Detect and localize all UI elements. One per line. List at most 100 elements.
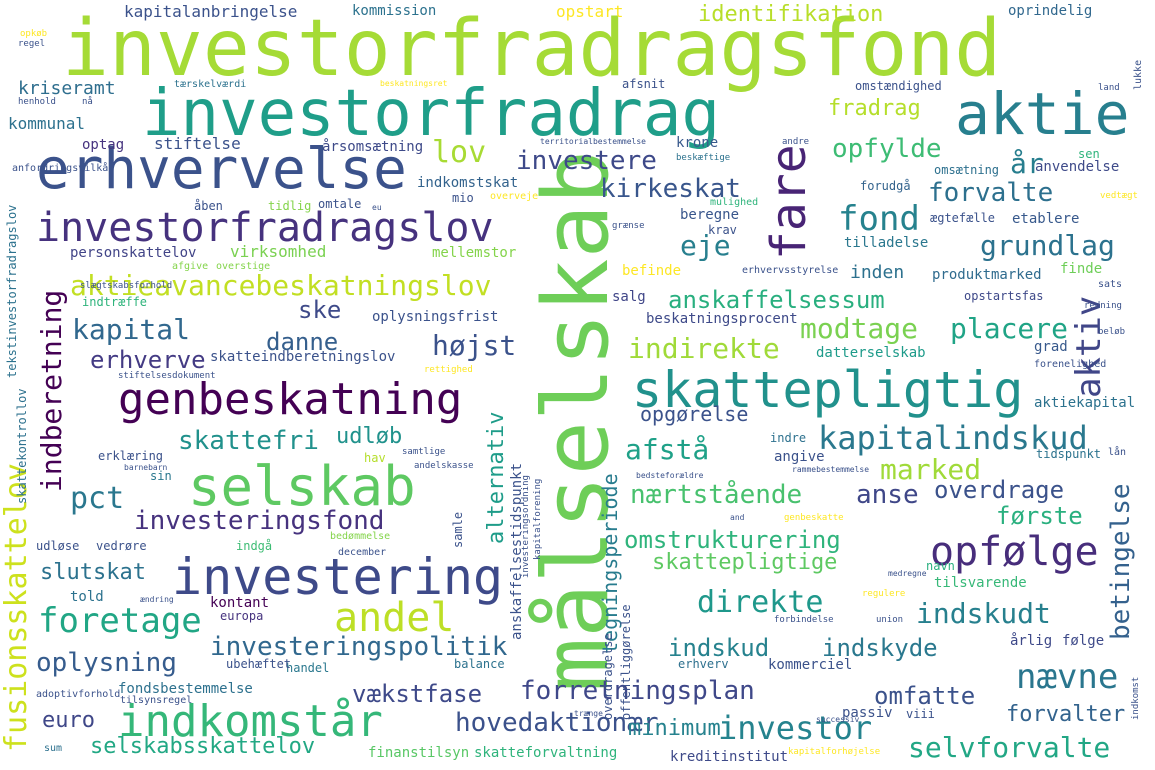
word: indtræffe	[82, 295, 148, 309]
word: samtlige	[402, 447, 446, 457]
word: investere	[516, 146, 657, 176]
word: kirkeskat	[600, 174, 741, 204]
word: kommerciel	[768, 657, 853, 673]
word: vækstfase	[352, 680, 483, 708]
word: europa	[220, 609, 264, 623]
word: omfatte	[874, 682, 976, 710]
word: omstrukturering	[624, 526, 841, 554]
word: datterselskab	[816, 345, 926, 361]
word: kapital	[72, 313, 191, 346]
word: fond	[838, 199, 920, 239]
word: regel	[18, 39, 46, 49]
word: fusionsskattelov	[0, 463, 34, 752]
word: genbeskatte	[784, 513, 844, 523]
word: kapitalforhøjelse	[788, 747, 881, 757]
word: kapitalanbringelse	[124, 2, 298, 21]
word: erhverv	[678, 657, 729, 671]
word: successiv	[816, 715, 860, 724]
word: investorfradragslov	[36, 205, 494, 251]
word: investorfradrag	[142, 77, 720, 151]
word: andelskasse	[414, 461, 474, 471]
word: foretage	[38, 601, 202, 641]
word: erhvervelse	[36, 137, 407, 202]
word: opkøb	[20, 29, 48, 39]
word: investeringsfond	[134, 506, 385, 536]
word: lov	[432, 135, 487, 170]
word: personskattelov	[70, 245, 197, 261]
word: forenelighed	[1034, 359, 1107, 370]
word: nærtstående	[630, 480, 803, 510]
word: skattepligtige	[652, 550, 838, 575]
word: land	[1098, 83, 1120, 93]
word: afstå	[625, 433, 710, 466]
word: slutskat	[40, 560, 146, 585]
word: erhvervsstyrelse	[742, 265, 839, 276]
word: selskab	[188, 455, 416, 518]
word: kommunal	[8, 114, 86, 133]
word: offentliggørelse	[619, 604, 633, 720]
word: forvalter	[1006, 702, 1126, 727]
word: skattekontrollov	[15, 388, 29, 504]
word: bedsteforældre	[636, 471, 704, 480]
word: genbeskatning	[118, 374, 463, 425]
word: pct	[70, 481, 125, 516]
word: andre	[782, 137, 810, 147]
word: kriseramt	[18, 78, 116, 99]
word: rammebestemmelse	[792, 465, 870, 474]
word: sin	[150, 469, 172, 483]
word: and	[730, 513, 745, 522]
word: omtale	[318, 197, 362, 211]
word: indgå	[236, 539, 273, 553]
word: balance	[454, 657, 505, 671]
word: årsomsætning	[322, 139, 424, 155]
word: tekstinvestorfradragslov	[5, 204, 19, 378]
word: opgørelse	[640, 402, 749, 426]
word: regulere	[862, 589, 906, 599]
word: bedømmelse	[330, 531, 391, 542]
word: selskabsskattelov	[90, 734, 316, 759]
word: angive	[774, 449, 825, 465]
word: virksomhed	[230, 242, 327, 261]
word: alternativ	[484, 411, 509, 544]
word: overdrage	[934, 476, 1065, 504]
word: barnebarn	[124, 463, 168, 472]
word: år	[1010, 147, 1044, 180]
word: opstartsfas	[964, 289, 1044, 303]
word: krav	[708, 223, 737, 237]
word: beskatningsprocent	[646, 311, 798, 327]
word: minimum	[628, 716, 721, 741]
word: årlig	[1010, 633, 1053, 649]
word: stiftelse	[154, 134, 241, 153]
word: skattefri	[178, 426, 319, 456]
word: samle	[451, 511, 465, 548]
word: følge	[1062, 633, 1105, 649]
word: skatteforvaltning	[474, 745, 618, 761]
word: slægtskabsforhold	[80, 281, 173, 291]
word: indirekte	[628, 332, 780, 365]
word: indkomst	[1131, 676, 1141, 720]
word: mulighed	[710, 197, 759, 208]
word: grundlag	[980, 229, 1115, 262]
word: anse	[856, 480, 919, 510]
word: forretningsplan	[520, 676, 755, 706]
word: befinde	[622, 263, 682, 279]
word: aktiekapital	[1034, 395, 1136, 411]
word: ske	[298, 296, 342, 324]
word: beløb	[1098, 327, 1126, 337]
word: finanstilsyn	[368, 745, 470, 761]
word: overstige	[216, 261, 271, 272]
word: tilsvarende	[934, 575, 1027, 591]
word: åben	[194, 199, 223, 213]
word: krone	[676, 135, 719, 151]
word: vedtægt	[1100, 191, 1138, 201]
word: euro	[42, 708, 95, 733]
word: henhold	[18, 97, 56, 107]
word: optag	[82, 137, 125, 153]
word: direkte	[697, 585, 824, 620]
word: vedrøre	[96, 539, 147, 553]
word: etablere	[1012, 211, 1080, 227]
word: marked	[880, 453, 982, 486]
word: anfordringsvilkår	[12, 163, 115, 174]
word: afsnit	[622, 77, 666, 91]
word: kontant	[210, 595, 270, 611]
